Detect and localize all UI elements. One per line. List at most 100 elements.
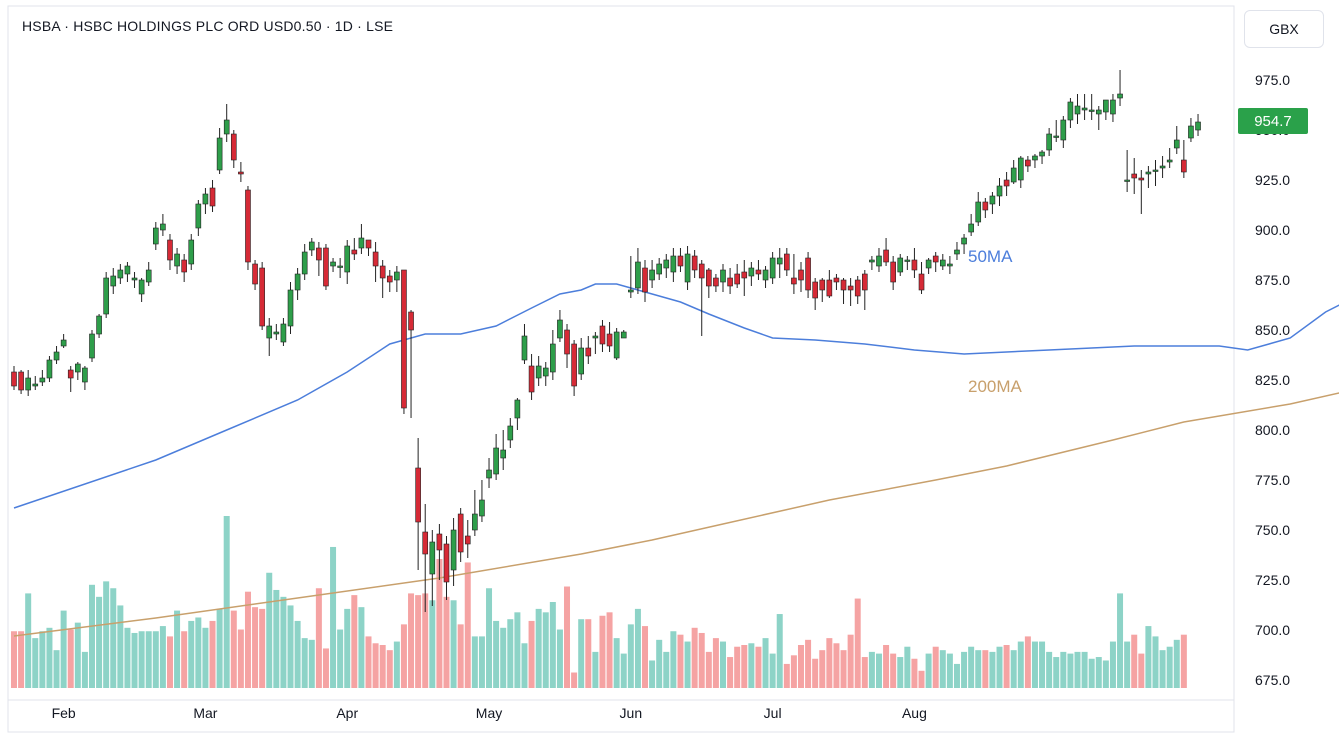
candle-body bbox=[1131, 173, 1138, 179]
y-tick-label: 900.0 bbox=[1255, 222, 1290, 238]
candle-body bbox=[706, 269, 712, 287]
candle-body bbox=[500, 449, 507, 459]
volume-bar bbox=[975, 650, 982, 688]
candle-body bbox=[209, 187, 216, 207]
x-tick-label: Feb bbox=[52, 705, 76, 721]
candle-body bbox=[1145, 171, 1152, 175]
volume-bar bbox=[96, 596, 103, 688]
candle-body bbox=[493, 447, 499, 475]
volume-bar bbox=[344, 608, 351, 688]
candle-body bbox=[968, 223, 974, 233]
volume-bar bbox=[1159, 650, 1166, 688]
candle-body bbox=[1060, 119, 1067, 141]
candle-body bbox=[1088, 109, 1095, 112]
candle-body bbox=[1159, 165, 1166, 169]
volume-bar bbox=[1010, 650, 1017, 688]
volume-bar bbox=[471, 636, 478, 688]
candle-body bbox=[521, 335, 528, 361]
candle-body bbox=[1103, 99, 1109, 113]
candle-body bbox=[798, 269, 804, 281]
candle-body bbox=[684, 253, 691, 283]
candle-body bbox=[472, 513, 478, 531]
candle-body bbox=[372, 251, 379, 267]
candle-body bbox=[223, 119, 230, 135]
candle-body bbox=[39, 377, 46, 383]
volume-bar bbox=[259, 608, 266, 688]
candle-body bbox=[628, 289, 634, 293]
volume-bar bbox=[67, 629, 74, 688]
y-tick-label: 750.0 bbox=[1255, 522, 1290, 538]
currency-button[interactable]: GBX bbox=[1244, 10, 1324, 48]
volume-bar bbox=[564, 586, 571, 688]
volume-bar bbox=[684, 641, 691, 688]
candle-body bbox=[457, 513, 464, 553]
candle-body bbox=[791, 277, 797, 285]
volume-bar bbox=[620, 653, 627, 688]
volume-bar bbox=[840, 650, 847, 688]
candle-body bbox=[330, 261, 336, 267]
candle-body bbox=[1017, 157, 1024, 181]
volume-bar bbox=[1053, 657, 1060, 688]
x-tick-label: Jun bbox=[620, 705, 643, 721]
candle-body bbox=[153, 227, 159, 245]
candle-body bbox=[280, 323, 287, 343]
candle-body bbox=[833, 277, 840, 283]
candle-body bbox=[663, 259, 670, 269]
candle-body bbox=[67, 369, 74, 379]
volume-bar bbox=[776, 614, 783, 688]
volume-bar bbox=[486, 588, 493, 688]
candle-body bbox=[876, 255, 882, 267]
volume-bar bbox=[464, 562, 471, 688]
candle-body bbox=[266, 325, 273, 339]
volume-bar bbox=[1166, 646, 1173, 688]
volume-bar bbox=[386, 650, 393, 688]
volume-bar bbox=[734, 646, 741, 688]
volume-bar bbox=[535, 608, 542, 688]
candle-body bbox=[947, 263, 953, 267]
volume-bar bbox=[32, 638, 39, 688]
volume-bar bbox=[797, 645, 804, 688]
candle-body bbox=[1110, 99, 1116, 115]
candle-body bbox=[1032, 155, 1038, 161]
volume-bar bbox=[138, 631, 145, 688]
volume-bar bbox=[805, 639, 812, 688]
candle-body bbox=[564, 329, 570, 355]
candle-body bbox=[571, 343, 577, 387]
volume-bar bbox=[677, 634, 684, 688]
candle-body bbox=[1046, 133, 1052, 151]
volume-bar bbox=[408, 593, 415, 688]
volume-bar bbox=[741, 645, 748, 688]
volume-bar bbox=[911, 658, 918, 688]
candle-body bbox=[599, 325, 606, 345]
ma200-line bbox=[13, 392, 1339, 637]
volume-bar bbox=[904, 646, 911, 688]
candle-body bbox=[245, 189, 251, 263]
volume-bar bbox=[379, 645, 386, 688]
candle-body bbox=[784, 253, 790, 271]
candle-body bbox=[238, 171, 244, 175]
volume-bar bbox=[166, 636, 173, 688]
candle-body bbox=[195, 203, 202, 229]
candle-body bbox=[578, 347, 585, 375]
volume-bar bbox=[585, 619, 592, 688]
candle-body bbox=[883, 249, 889, 263]
candle-body bbox=[344, 245, 351, 273]
y-tick-label: 725.0 bbox=[1255, 572, 1290, 588]
candle-body bbox=[727, 277, 733, 287]
candle-body bbox=[117, 269, 124, 279]
volume-bar bbox=[1138, 653, 1145, 688]
candle-body bbox=[748, 267, 755, 277]
candle-body bbox=[294, 273, 301, 291]
candle-body bbox=[365, 239, 372, 249]
candle-body bbox=[479, 499, 485, 517]
candle-body bbox=[535, 365, 542, 379]
candle-body bbox=[769, 257, 776, 279]
candle-body bbox=[138, 279, 145, 295]
y-tick-label: 875.0 bbox=[1255, 272, 1290, 288]
volume-bar bbox=[1173, 639, 1180, 688]
volume-bar bbox=[216, 608, 223, 688]
volume-bar bbox=[244, 591, 251, 688]
volume-bar bbox=[287, 605, 294, 688]
volume-bar bbox=[181, 631, 188, 688]
